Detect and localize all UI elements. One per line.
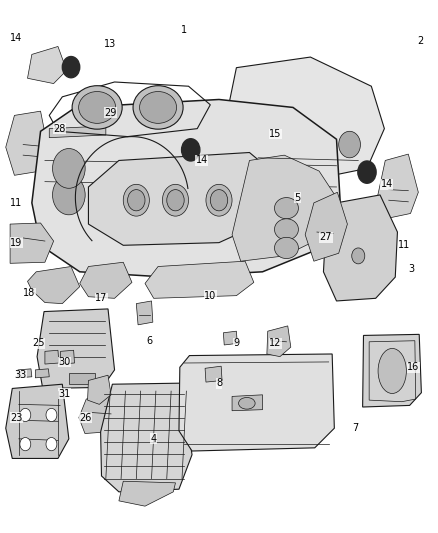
Text: 2: 2 (417, 36, 424, 46)
Text: 7: 7 (352, 423, 358, 433)
Text: 28: 28 (53, 124, 66, 134)
Polygon shape (88, 152, 284, 245)
Ellipse shape (127, 190, 145, 211)
Polygon shape (6, 384, 69, 458)
Text: 25: 25 (32, 338, 44, 349)
Polygon shape (88, 375, 111, 405)
Text: 6: 6 (146, 336, 152, 346)
Ellipse shape (72, 86, 122, 129)
Ellipse shape (358, 161, 376, 183)
Text: 12: 12 (269, 338, 282, 349)
Polygon shape (363, 334, 421, 407)
Ellipse shape (123, 184, 149, 216)
Ellipse shape (182, 139, 200, 161)
Polygon shape (45, 350, 59, 364)
Text: 23: 23 (10, 413, 22, 423)
Polygon shape (80, 262, 132, 298)
Polygon shape (32, 100, 341, 277)
Polygon shape (49, 126, 106, 138)
Ellipse shape (162, 184, 188, 216)
Text: 31: 31 (58, 389, 70, 399)
Ellipse shape (275, 237, 298, 259)
Text: 33: 33 (14, 370, 27, 380)
Polygon shape (28, 46, 67, 84)
Polygon shape (136, 301, 153, 325)
Ellipse shape (62, 56, 80, 78)
Ellipse shape (133, 86, 183, 129)
Ellipse shape (210, 190, 228, 211)
Polygon shape (6, 111, 49, 175)
Ellipse shape (20, 438, 31, 451)
Polygon shape (10, 223, 53, 263)
Text: 5: 5 (294, 192, 300, 203)
Polygon shape (79, 394, 116, 433)
Polygon shape (378, 154, 418, 219)
Text: 15: 15 (269, 129, 282, 139)
Polygon shape (228, 57, 385, 179)
Ellipse shape (140, 92, 177, 123)
Polygon shape (305, 192, 347, 261)
Polygon shape (18, 369, 32, 378)
Polygon shape (232, 155, 336, 261)
Text: 30: 30 (58, 357, 70, 367)
Ellipse shape (339, 131, 360, 158)
Polygon shape (101, 383, 192, 492)
Ellipse shape (378, 349, 406, 393)
Polygon shape (223, 331, 237, 345)
Polygon shape (179, 354, 334, 451)
Text: 4: 4 (151, 434, 157, 444)
Polygon shape (323, 195, 397, 301)
Text: 26: 26 (80, 413, 92, 423)
Polygon shape (232, 395, 262, 411)
Ellipse shape (46, 438, 57, 451)
Text: 11: 11 (398, 240, 410, 251)
Polygon shape (205, 366, 222, 382)
Text: 27: 27 (320, 232, 332, 243)
Text: 10: 10 (204, 290, 216, 301)
Polygon shape (119, 481, 176, 506)
Text: 29: 29 (104, 108, 117, 118)
Ellipse shape (53, 175, 85, 215)
Polygon shape (145, 261, 254, 298)
Text: 13: 13 (104, 38, 117, 49)
Text: 16: 16 (407, 362, 419, 372)
Ellipse shape (275, 219, 298, 240)
Ellipse shape (167, 190, 184, 211)
Polygon shape (60, 350, 74, 364)
Ellipse shape (20, 408, 31, 422)
Ellipse shape (352, 248, 365, 264)
Text: 1: 1 (181, 25, 187, 35)
Text: 18: 18 (23, 288, 35, 298)
Ellipse shape (46, 408, 57, 422)
Polygon shape (69, 373, 95, 384)
Text: 14: 14 (10, 33, 22, 43)
Text: 8: 8 (216, 378, 222, 388)
Text: 14: 14 (195, 156, 208, 165)
Text: 3: 3 (409, 264, 415, 274)
Text: 11: 11 (10, 198, 22, 208)
Ellipse shape (275, 198, 298, 219)
Ellipse shape (239, 398, 255, 409)
Text: 17: 17 (95, 293, 108, 303)
Text: 9: 9 (233, 338, 240, 349)
Polygon shape (28, 266, 80, 304)
Text: 14: 14 (381, 179, 393, 189)
Ellipse shape (79, 92, 116, 123)
Polygon shape (37, 309, 115, 389)
Polygon shape (35, 369, 49, 378)
Ellipse shape (206, 184, 232, 216)
Ellipse shape (53, 149, 85, 188)
Polygon shape (267, 326, 291, 357)
Text: 19: 19 (10, 238, 22, 248)
